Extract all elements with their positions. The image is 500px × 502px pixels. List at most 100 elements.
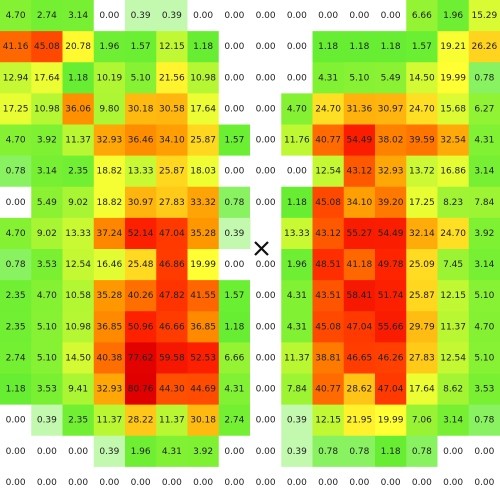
- cell: [156, 93, 188, 125]
- cell: [187, 373, 220, 406]
- cell-value: 12.54: [440, 353, 466, 363]
- cell: [406, 466, 438, 499]
- cell: [437, 186, 470, 219]
- cell: [62, 373, 95, 406]
- cell: [218, 373, 251, 406]
- cell-value: 37.24: [96, 229, 122, 239]
- cell-value: 43.12: [346, 167, 372, 177]
- cell-value: 19.99: [440, 73, 466, 83]
- cell: [0, 280, 32, 312]
- cell-value: 11.37: [284, 353, 310, 363]
- cell: [156, 31, 188, 63]
- cell: [312, 217, 345, 250]
- cell-value: 0.39: [287, 447, 307, 457]
- cell: [125, 342, 157, 374]
- cell: [375, 435, 407, 468]
- cell-value: 35.28: [190, 229, 216, 239]
- cell: [93, 373, 126, 406]
- cell-value: 55.66: [378, 322, 404, 332]
- cell: [250, 186, 282, 219]
- cell: [468, 62, 500, 94]
- cell: [312, 249, 345, 281]
- cell: [375, 217, 407, 250]
- cell-value: 45.08: [34, 42, 60, 52]
- cell-value: 6.66: [224, 353, 244, 363]
- cell-value: 4.31: [224, 385, 244, 395]
- cell: [250, 373, 282, 406]
- cell-value: 0.00: [256, 416, 276, 426]
- cell: [312, 124, 345, 157]
- cell-value: 34.10: [346, 198, 372, 208]
- cell-value: 0.00: [224, 478, 244, 488]
- cell: [31, 404, 63, 437]
- cell-value: 30.18: [128, 104, 154, 114]
- cell-value: 25.48: [128, 260, 154, 270]
- cell-value: 0.39: [224, 229, 244, 239]
- cell: [31, 435, 63, 468]
- cell-value: 77.62: [128, 353, 154, 363]
- cell-value: 17.25: [409, 198, 435, 208]
- cell-value: 44.30: [159, 385, 185, 395]
- cell: [343, 342, 376, 374]
- cell-value: 0.39: [99, 447, 119, 457]
- cell-value: 0.00: [318, 478, 338, 488]
- cell: [281, 62, 313, 94]
- cell: [0, 124, 32, 157]
- cell: [250, 311, 282, 343]
- cell: [0, 373, 32, 406]
- cell-value: 3.53: [37, 260, 57, 270]
- cell: [187, 155, 220, 188]
- cell-value: 9.80: [99, 104, 119, 114]
- cell: [343, 280, 376, 312]
- cell-value: 0.00: [256, 322, 276, 332]
- cell: [93, 31, 126, 63]
- cell-value: 50.96: [128, 322, 154, 332]
- cell-value: 40.77: [315, 136, 341, 146]
- cell-value: 20.78: [65, 42, 91, 52]
- cell: [93, 186, 126, 219]
- cell-value: 13.33: [65, 229, 91, 239]
- cell-value: 1.96: [99, 42, 119, 52]
- cell: [375, 93, 407, 125]
- cell: [218, 31, 251, 63]
- cell-value: 0.00: [256, 353, 276, 363]
- cell: [125, 373, 157, 406]
- cell: [343, 155, 376, 188]
- cell: [218, 93, 251, 125]
- cell: [218, 342, 251, 374]
- cell-value: 0.00: [381, 478, 401, 488]
- cell-value: 2.35: [6, 322, 26, 332]
- cell-value: 3.14: [474, 167, 494, 177]
- cell-value: 15.29: [471, 11, 497, 21]
- cell-value: 0.00: [193, 11, 213, 21]
- cell: [93, 249, 126, 281]
- cell: [31, 0, 63, 32]
- cell: [0, 342, 32, 374]
- cell: [437, 249, 470, 281]
- cell-value: 12.15: [159, 42, 185, 52]
- cell-value: 46.66: [159, 322, 185, 332]
- cell: [250, 404, 282, 437]
- cell-value: 0.78: [6, 167, 26, 177]
- cell: [125, 186, 157, 219]
- cell-value: 80.76: [128, 385, 154, 395]
- cell-value: 0.78: [318, 447, 338, 457]
- cell: [156, 217, 188, 250]
- cell: [218, 249, 251, 281]
- cell: [125, 0, 157, 32]
- cell-value: 4.70: [6, 229, 26, 239]
- cell: [437, 62, 470, 94]
- cell-value: 3.14: [68, 11, 88, 21]
- cell-value: 32.14: [409, 229, 435, 239]
- cell: [62, 466, 95, 499]
- cell: [62, 93, 95, 125]
- cell-value: 17.25: [3, 104, 29, 114]
- cell-value: 4.70: [474, 322, 494, 332]
- cell: [375, 404, 407, 437]
- cell: [312, 342, 345, 374]
- cell-value: 4.70: [37, 291, 57, 301]
- cell: [406, 0, 438, 32]
- cell: [312, 435, 345, 468]
- cell: [62, 155, 95, 188]
- cell-value: 1.57: [412, 42, 432, 52]
